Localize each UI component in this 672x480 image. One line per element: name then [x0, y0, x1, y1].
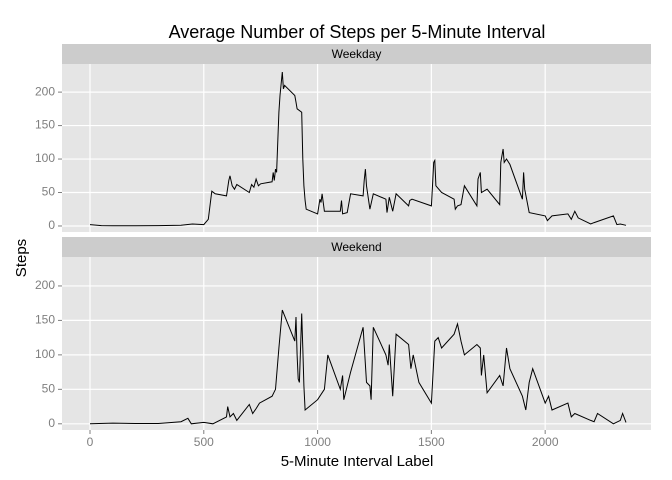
x-tick-label: 500	[194, 435, 214, 449]
chart-title: Average Number of Steps per 5-Minute Int…	[169, 22, 546, 42]
panel	[62, 257, 651, 430]
y-tick-label: 150	[35, 313, 55, 327]
panel	[62, 64, 651, 232]
data-line	[89, 309, 627, 425]
strip-label: Weekend	[331, 240, 381, 254]
strip	[62, 44, 651, 64]
x-tick-label: 2000	[532, 435, 559, 449]
y-tick-label: 150	[35, 118, 55, 132]
y-axis-label: Steps	[13, 239, 30, 277]
y-tick-label: 50	[42, 382, 56, 396]
strip-label: Weekday	[332, 47, 382, 61]
y-tick-label: 200	[35, 278, 55, 292]
y-tick-label: 0	[48, 218, 55, 232]
data-line	[89, 71, 627, 227]
x-tick-label: 0	[87, 435, 94, 449]
x-axis-label: 5-Minute Interval Label	[281, 453, 434, 470]
x-tick-label: 1500	[418, 435, 445, 449]
y-tick-label: 200	[35, 84, 55, 98]
y-tick-label: 100	[35, 347, 55, 361]
y-tick-label: 0	[48, 416, 55, 430]
y-tick-label: 50	[42, 185, 56, 199]
x-tick-label: 1000	[304, 435, 331, 449]
strip	[62, 237, 651, 257]
y-tick-label: 100	[35, 151, 55, 165]
